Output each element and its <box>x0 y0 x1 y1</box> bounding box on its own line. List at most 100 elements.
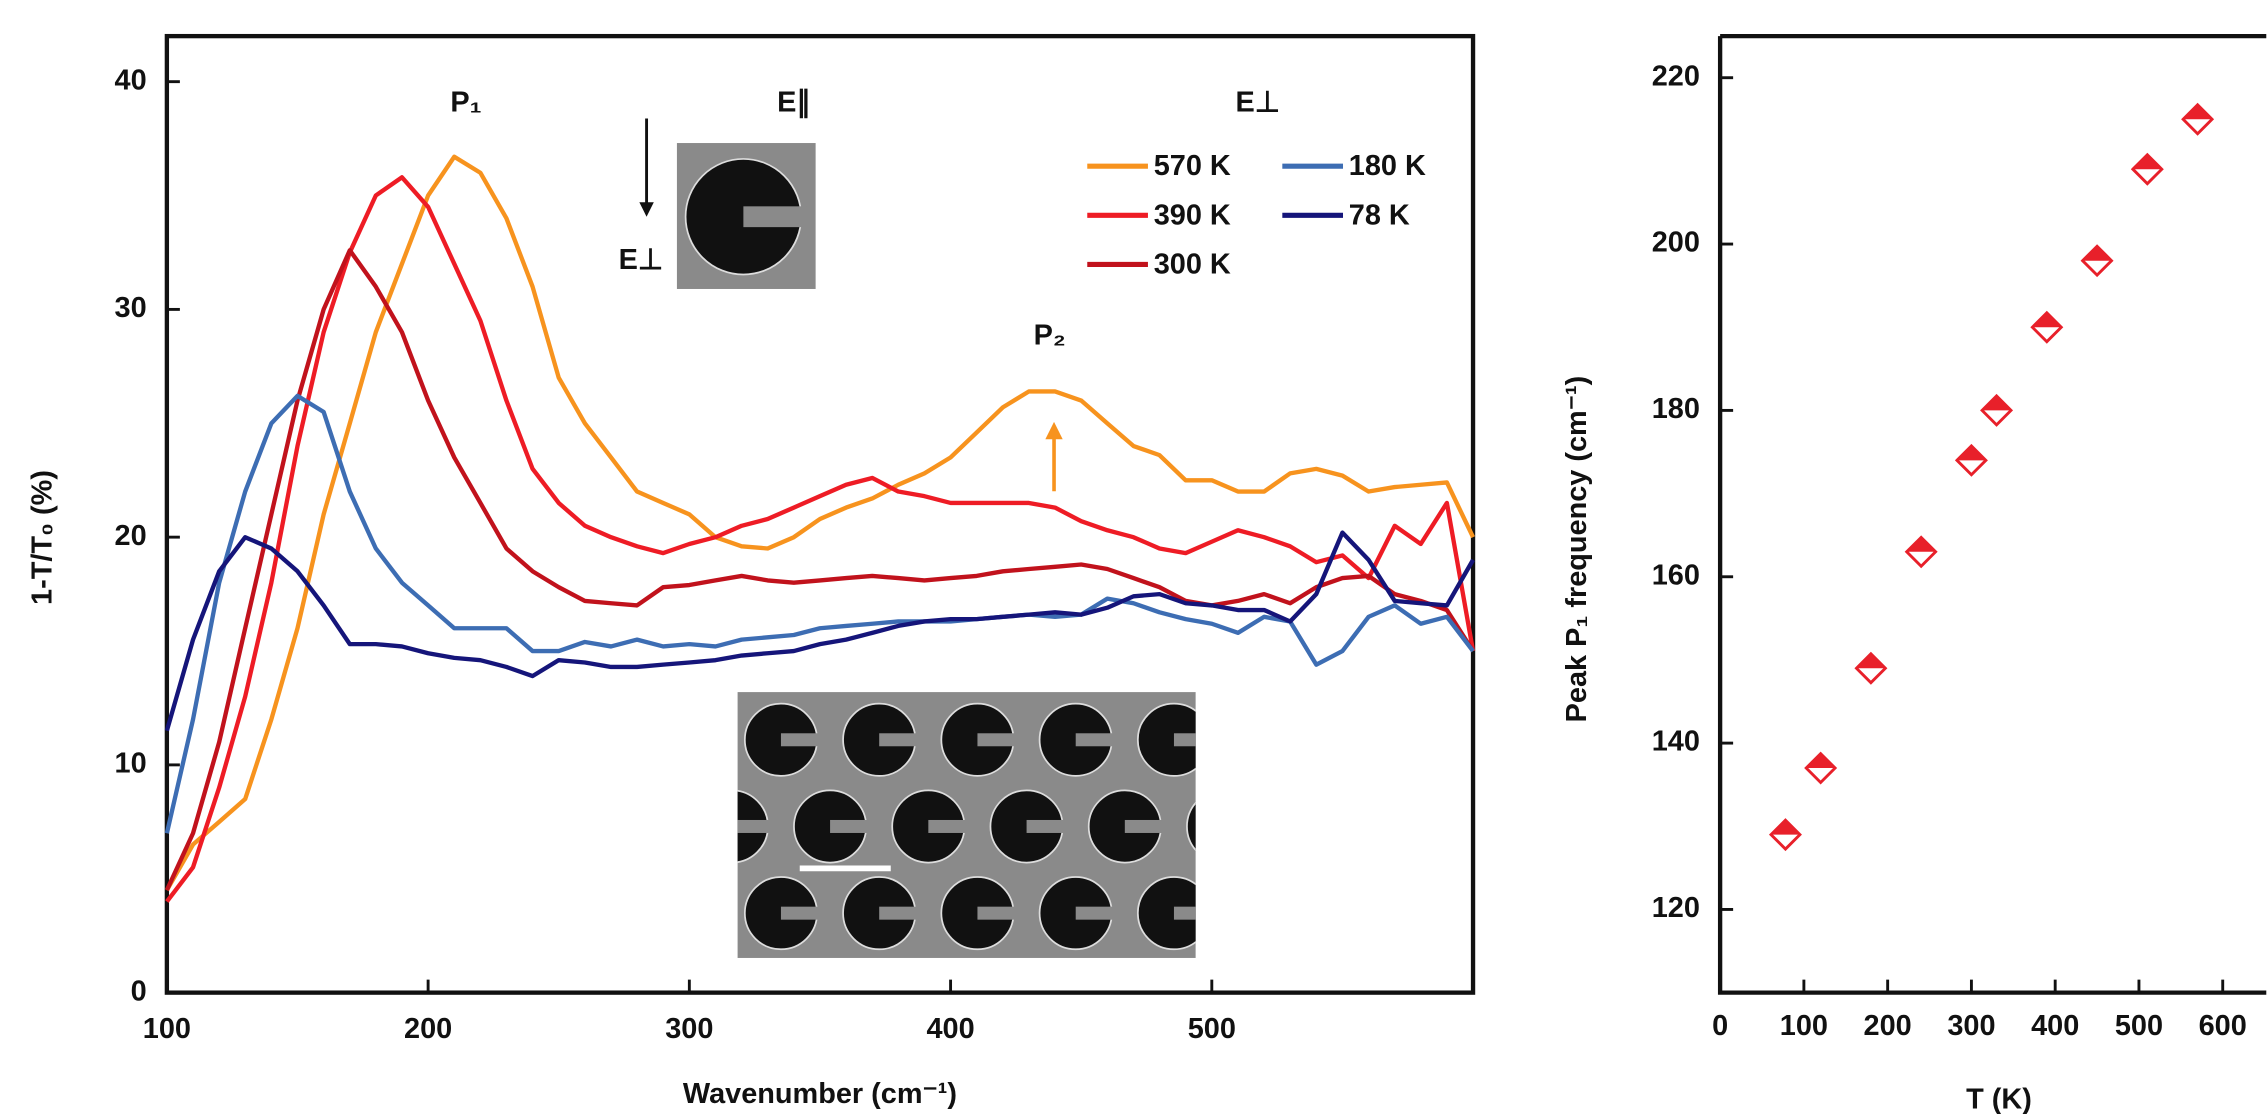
marker-outline <box>1768 818 1802 852</box>
x-tick-label: 500 <box>2115 1010 2163 1042</box>
ring <box>1236 704 1308 776</box>
right-plot-frame <box>1717 33 2267 995</box>
gap <box>1075 906 1116 920</box>
gap <box>1124 819 1165 833</box>
gap <box>1173 733 1196 747</box>
gap <box>1223 820 1263 833</box>
y-tick-label: 120 <box>1652 892 1700 924</box>
x-tick-label: 200 <box>404 1013 452 1045</box>
x-tick-label: 400 <box>2031 1010 2079 1042</box>
legend-label: 390 K <box>1154 199 1231 231</box>
gap <box>1026 819 1067 833</box>
gap <box>977 906 1018 920</box>
marker-fill <box>1771 820 1800 835</box>
x-tick-label: 100 <box>143 1013 191 1045</box>
marker-outline <box>1804 751 1838 785</box>
x-tick-label: 200 <box>1864 1010 1912 1042</box>
marker-outline <box>1854 651 1888 685</box>
annotation: P₁ <box>450 87 481 119</box>
x-tick-label: 100 <box>1780 1010 1828 1042</box>
x-tick-label: 0 <box>1712 1010 1728 1042</box>
gap <box>879 733 919 747</box>
annotation: E⊥ <box>619 244 663 276</box>
inset-images <box>647 143 1357 958</box>
y-tick-label: 40 <box>115 64 147 96</box>
marker-fill <box>1906 537 1936 552</box>
gap <box>780 906 821 920</box>
y-tick-label: 160 <box>1652 559 1700 591</box>
marker-fill <box>1982 395 2012 411</box>
gap <box>977 733 1018 747</box>
marker-fill <box>2082 246 2112 261</box>
marker <box>1954 443 1988 477</box>
marker <box>2080 244 2114 278</box>
marker <box>1980 393 2014 427</box>
ring <box>647 704 719 776</box>
ring <box>1136 702 1196 777</box>
annotation: E∥ <box>777 87 811 119</box>
marker <box>1768 818 1802 852</box>
gap <box>743 206 807 228</box>
marker-outline <box>2030 310 2064 344</box>
ring <box>647 877 719 949</box>
legend-label: 300 K <box>1154 248 1231 280</box>
marker-fill <box>2183 104 2213 120</box>
y-axis-label: Peak P₁ frequency (cm⁻¹) <box>1561 376 1593 723</box>
gap <box>928 819 969 833</box>
y-tick-label: 10 <box>115 748 147 780</box>
ring <box>1136 876 1196 951</box>
marker-fill <box>1856 653 1886 669</box>
arrow-head <box>639 202 654 217</box>
marker-fill <box>2032 312 2062 328</box>
marker <box>2030 310 2064 344</box>
y-tick-label: 180 <box>1652 393 1700 425</box>
gap <box>683 733 723 746</box>
marker-outline <box>1954 443 1988 477</box>
ring <box>1236 877 1308 949</box>
marker-outline <box>1980 393 2014 427</box>
marker <box>2181 102 2215 136</box>
annotation: P₂ <box>1034 319 1066 351</box>
legend-label: 78 K <box>1349 199 1410 231</box>
marker-fill <box>2132 154 2162 170</box>
series-line <box>164 154 1476 892</box>
y-tick-label: 0 <box>131 975 147 1007</box>
marker <box>1904 535 1938 569</box>
arrow-head <box>1045 421 1063 440</box>
gap <box>683 907 723 920</box>
gap <box>1075 733 1116 747</box>
y-tick-label: 20 <box>115 520 147 552</box>
y-tick-label: 220 <box>1652 60 1700 92</box>
gap <box>780 733 821 747</box>
annotation: E⊥ <box>1236 87 1280 119</box>
left-plot-frame <box>164 33 1476 995</box>
scale-bar <box>799 865 891 872</box>
inset-pattern <box>647 702 1357 951</box>
marker <box>2130 152 2164 186</box>
marker-outline <box>2130 152 2164 186</box>
gap <box>737 819 772 833</box>
y-axis-label: 1-T/T₀ (%) <box>27 470 59 605</box>
gap <box>1272 733 1312 746</box>
x-tick-label: 500 <box>1188 1013 1236 1045</box>
gap <box>830 819 870 833</box>
gap <box>1272 907 1312 920</box>
gap <box>879 906 919 920</box>
series-line <box>164 248 1475 892</box>
legend-label: 570 K <box>1154 150 1231 182</box>
marker-outline <box>2080 244 2114 278</box>
marker-outline <box>1904 535 1938 569</box>
y-tick-label: 140 <box>1652 726 1700 758</box>
x-axis-label: T (K) <box>1966 1084 2032 1114</box>
y-tick-label: 200 <box>1652 227 1700 259</box>
marker <box>1804 751 1838 785</box>
x-tick-label: 300 <box>665 1013 713 1045</box>
marker-fill <box>1956 445 1986 461</box>
ring <box>1285 790 1357 862</box>
series-line <box>165 175 1476 903</box>
series-line <box>164 530 1475 732</box>
y-tick-label: 30 <box>115 292 147 324</box>
series-line <box>164 393 1475 834</box>
marker-outline <box>2181 102 2215 136</box>
